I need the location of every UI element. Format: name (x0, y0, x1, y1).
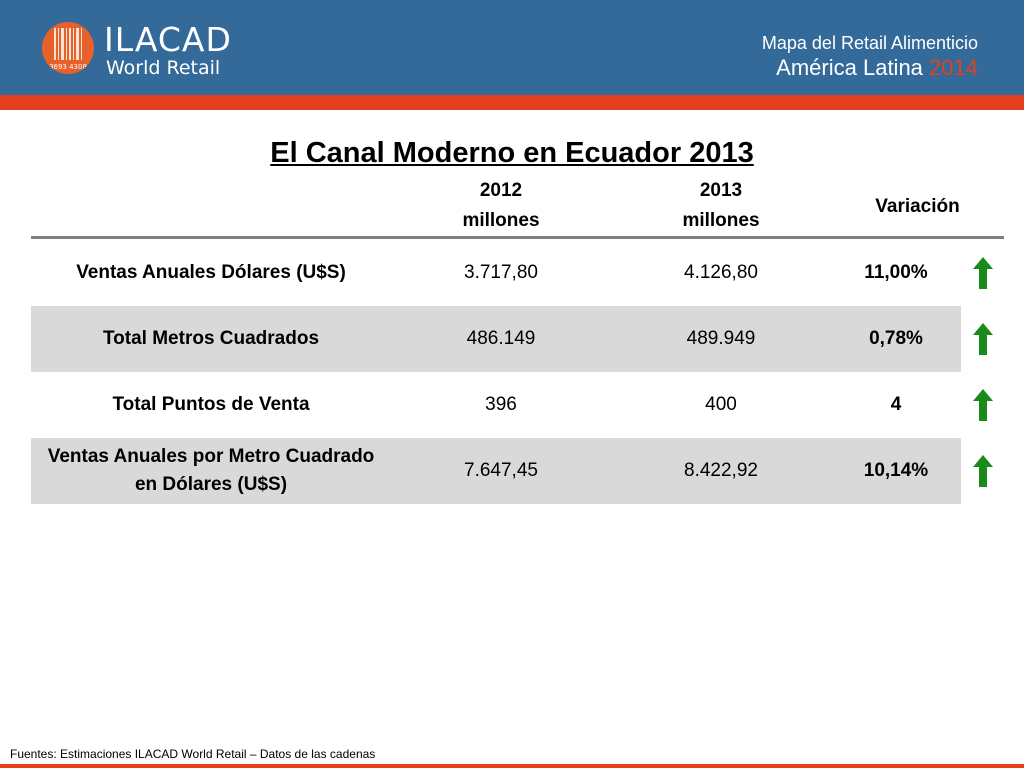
column-header-2012-unit: millones (462, 210, 540, 231)
value-2013: 8.422,92 (684, 460, 758, 481)
value-2013: 400 (705, 394, 737, 415)
logo-numbers: 3693 4308 (49, 63, 87, 71)
up-arrow-icon (961, 240, 1004, 306)
row-label-line1: Ventas Anuales por Metro Cuadrado (47, 446, 375, 467)
row-label-line2: en Dólares (U$S) (134, 474, 288, 495)
table-row: Total Metros Cuadrados 486.149 489.949 0… (31, 306, 1004, 372)
table-row: Ventas Anuales Dólares (U$S) 3.717,80 4.… (31, 240, 1004, 306)
column-header-2013-year: 2013 (699, 180, 743, 201)
year-label: 2014 (929, 55, 978, 80)
page-title: El Canal Moderno en Ecuador 2013 (270, 137, 754, 169)
column-header-variacion: Variación (875, 196, 960, 217)
barcode-globe-icon: 3693 4308 (42, 22, 94, 74)
column-header-2012: 2012 millones (391, 176, 611, 236)
region-label: América Latina (776, 55, 923, 80)
column-header-2012-year: 2012 (479, 180, 523, 201)
region-year: América Latina 2014 (762, 54, 978, 82)
row-label: Ventas Anuales Dólares (U$S) (76, 262, 346, 283)
table-row: Ventas Anuales por Metro Cuadrado en Dól… (31, 438, 1004, 504)
report-name: Mapa del Retail Alimenticio (761, 33, 978, 53)
up-arrow-icon (961, 306, 1004, 372)
up-arrow-icon (961, 372, 1004, 438)
ilacad-logo: 3693 4308 ILACAD World Retail (42, 20, 242, 79)
value-2012: 3.717,80 (464, 262, 538, 283)
value-2012: 7.647,45 (464, 460, 538, 481)
variation-value: 4 (890, 394, 902, 415)
value-2012: 396 (485, 394, 517, 415)
variation-value: 10,14% (863, 460, 929, 481)
header-accent-stripe (0, 95, 1024, 110)
header-rule (31, 236, 1004, 239)
header-bar: 3693 4308 ILACAD World Retail Mapa del R… (0, 0, 1024, 95)
logo-subtitle: World Retail (106, 57, 221, 79)
row-label: Total Puntos de Venta (112, 394, 310, 415)
column-header-2013: 2013 millones (611, 176, 831, 236)
variation-value: 0,78% (869, 328, 923, 349)
value-2012: 486.149 (466, 328, 536, 349)
table-row: Total Puntos de Venta 396 400 4 (31, 372, 1004, 438)
row-label: Ventas Anuales por Metro Cuadrado en Dól… (31, 438, 391, 504)
variation-value: 11,00% (864, 262, 928, 283)
logo-name: ILACAD (104, 20, 232, 59)
source-note: Fuentes: Estimaciones ILACAD World Retai… (10, 747, 376, 761)
value-2013: 4.126,80 (684, 262, 758, 283)
column-header-2013-unit: millones (682, 210, 760, 231)
footer-accent-stripe (0, 764, 1024, 768)
value-2013: 489.949 (686, 328, 756, 349)
row-label: Total Metros Cuadrados (102, 328, 320, 349)
up-arrow-icon (961, 438, 1004, 504)
header-subtitle: Mapa del Retail Alimenticio América Lati… (762, 32, 978, 82)
